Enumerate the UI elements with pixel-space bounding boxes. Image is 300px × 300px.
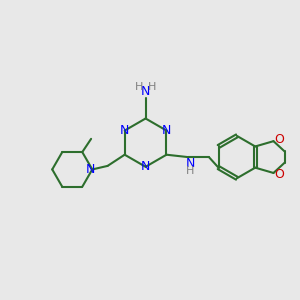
Text: H: H [148,82,156,92]
Text: N: N [162,124,171,137]
Text: H: H [186,166,194,176]
Text: N: N [141,85,150,98]
Text: N: N [185,157,195,170]
Text: O: O [274,134,284,146]
Text: H: H [135,82,143,92]
Text: N: N [120,124,129,137]
Text: N: N [86,163,95,176]
Text: O: O [274,168,284,181]
Text: N: N [141,160,150,173]
